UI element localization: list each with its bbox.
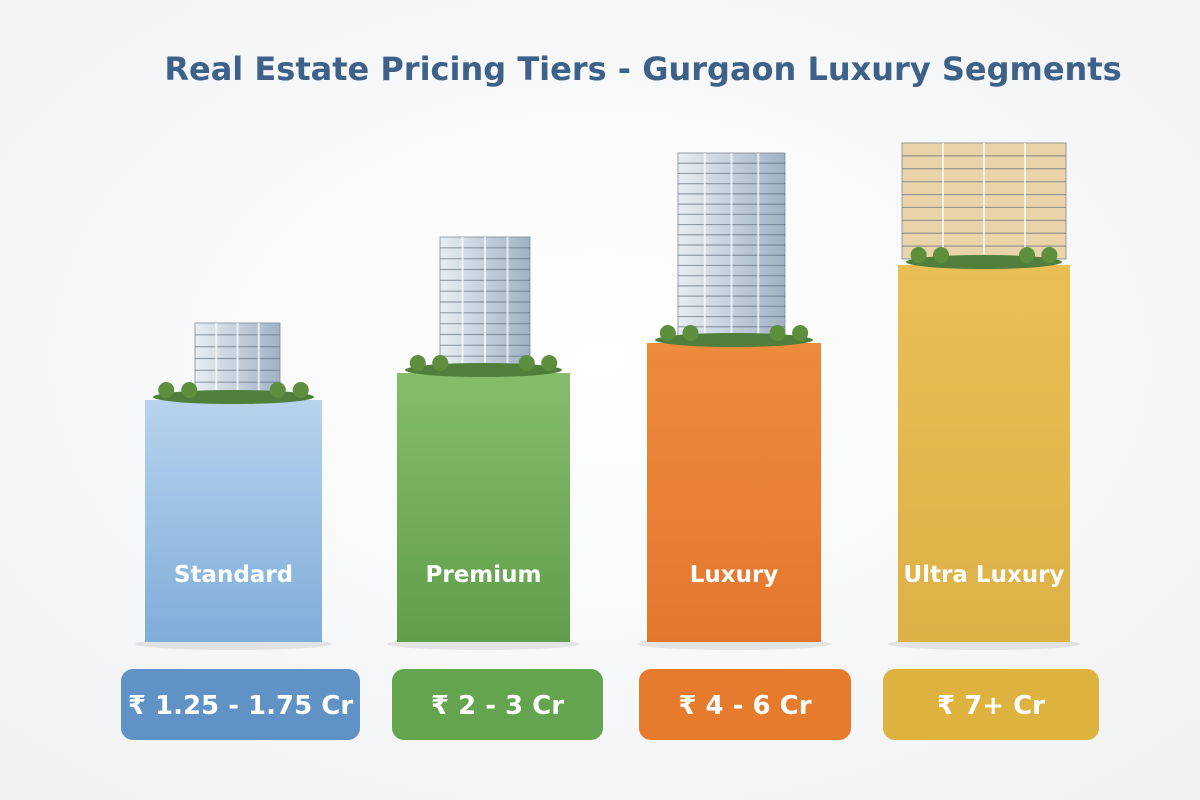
tree [659, 325, 676, 341]
tree [933, 247, 949, 263]
garden [153, 390, 314, 404]
price-pill [639, 669, 851, 740]
price: ₹ 1.25 - 1.75 Cr [128, 691, 353, 721]
garden [906, 255, 1062, 269]
building [655, 152, 813, 347]
tree [158, 382, 175, 398]
price-pill [883, 669, 1099, 740]
pillar [647, 343, 821, 642]
tier-name: Standard [174, 562, 293, 588]
price-pill [392, 669, 603, 740]
garden [405, 363, 562, 377]
tier-name: Ultra Luxury [904, 562, 1065, 588]
pillar [397, 373, 570, 642]
tree [181, 382, 198, 398]
tree [682, 325, 699, 341]
tiers: Standard ₹ 1.25 - 1.75 Cr Premium ₹ 2 - 3 C… [121, 142, 1099, 740]
title: Real Estate Pricing Tiers - Gurgaon Luxu… [164, 50, 1121, 88]
garden [655, 333, 813, 347]
tree [541, 355, 558, 371]
price-pill [121, 669, 360, 740]
tier: Standard ₹ 1.25 - 1.75 Cr [121, 322, 360, 740]
price: ₹ 4 - 6 Cr [678, 691, 811, 721]
pillar [898, 265, 1070, 642]
price: ₹ 7+ Cr [937, 691, 1045, 721]
building [901, 142, 1067, 269]
tree [292, 382, 309, 398]
tier-name: Luxury [690, 562, 779, 588]
tier: Luxury ₹ 4 - 6 Cr [637, 152, 851, 740]
tree [409, 355, 426, 371]
building [153, 322, 314, 404]
tier: Ultra Luxury ₹ 7+ Cr [883, 142, 1099, 740]
tier: Premium ₹ 2 - 3 Cr [387, 236, 603, 740]
tree [792, 325, 809, 341]
tree [518, 355, 535, 371]
tree [269, 382, 286, 398]
price: ₹ 2 - 3 Cr [431, 691, 564, 721]
building [405, 236, 562, 377]
pillar [145, 400, 322, 642]
tree [910, 247, 927, 263]
tree [769, 325, 786, 341]
tree [1041, 247, 1058, 263]
tree [1019, 247, 1035, 263]
tree [432, 355, 449, 371]
tier-name: Premium [426, 562, 542, 588]
